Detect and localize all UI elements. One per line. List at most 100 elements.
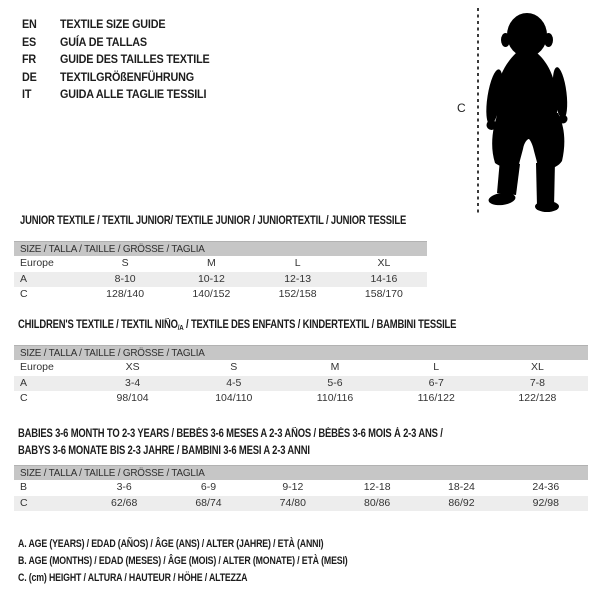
table-cell: 86/92 <box>448 496 475 509</box>
lang-code: DE <box>22 69 37 84</box>
table-row-europe: Europe S M L XL <box>14 256 427 272</box>
table-row-height: C 128/140 140/152 152/158 158/170 <box>14 287 427 303</box>
babies-heading-line2: BABYS 3-6 MONATE BIS 2-3 JAHRE / BAMBINI… <box>18 445 310 457</box>
table-cell: S <box>121 257 129 269</box>
table-cell: 14-16 <box>370 272 398 285</box>
footnote-age-months: B. AGE (MONTHS) / EDAD (MESES) / ÂGE (MO… <box>18 553 430 570</box>
table-cell: M <box>330 361 340 373</box>
row-label: Europe <box>20 361 54 373</box>
table-cell: 74/80 <box>279 496 306 509</box>
table-cell: 7-8 <box>529 376 545 389</box>
toddler-silhouette-image <box>486 13 568 212</box>
babies-heading-line1: BABIES 3-6 MONTH TO 2-3 YEARS / BEBÉS 3-… <box>18 428 443 440</box>
footnote-text: B. AGE (MONTHS) / EDAD (MESES) / ÂGE (MO… <box>18 554 348 567</box>
table-cell: L <box>294 257 301 269</box>
table-row-europe: Europe XS S M L XL <box>14 360 588 376</box>
row-label: A <box>20 272 28 285</box>
table-cell: 116/122 <box>417 392 455 404</box>
table-cell: 152/158 <box>278 288 317 300</box>
table-cell: XL <box>530 361 544 373</box>
table-cell: 92/98 <box>532 496 559 509</box>
row-label: C <box>20 392 28 404</box>
size-table-header-bar: SIZE / TALLA / TAILLE / GRÖSSE / TAGLIA <box>14 465 588 480</box>
table-cell: 12-18 <box>363 481 391 493</box>
table-cell: 158/170 <box>364 288 403 300</box>
lang-title: TEXTILGRÖßENFÜHRUNG <box>60 69 194 84</box>
table-cell: 9-12 <box>282 481 304 493</box>
babies-section-heading: BABIES 3-6 MONTH TO 2-3 YEARS / BEBÉS 3-… <box>18 426 536 460</box>
footnote-height: C. (cm) HEIGHT / ALTURA / HAUTEUR / HÖHE… <box>18 570 430 587</box>
table-cell: 62/68 <box>111 496 138 509</box>
footnote-age-years: A. AGE (YEARS) / EDAD (AÑOS) / ÂGE (ANS)… <box>18 536 430 553</box>
table-cell: 110/116 <box>316 392 354 404</box>
lang-row-es: ES GUÍA DE TALLAS <box>22 34 226 52</box>
footnote-text: A. AGE (YEARS) / EDAD (AÑOS) / ÂGE (ANS)… <box>18 538 324 550</box>
table-cell: 98/104 <box>116 392 149 404</box>
table-row-height: C 62/68 68/74 74/80 80/86 86/92 92/98 <box>14 495 588 511</box>
size-table-header-label: SIZE / TALLA / TAILLE / GRÖSSE / TAGLIA <box>20 347 205 359</box>
lang-code: IT <box>22 87 32 102</box>
row-label: C <box>20 496 28 509</box>
table-row-age-months: B 3-6 6-9 9-12 12-18 18-24 24-36 <box>14 480 588 496</box>
table-cell: XL <box>377 257 391 269</box>
table-cell: S <box>230 361 238 373</box>
table-cell: 10-12 <box>197 272 225 285</box>
lang-code: ES <box>22 34 37 49</box>
table-cell: 6-7 <box>428 376 444 389</box>
lang-title: GUIDA ALLE TAGLIE TESSILI <box>60 87 207 102</box>
table-cell: 122/128 <box>518 392 557 404</box>
junior-heading-text: JUNIOR TEXTILE / TEXTIL JUNIOR/ TEXTILE … <box>20 215 407 227</box>
language-title-block: EN TEXTILE SIZE GUIDE ES GUÍA DE TALLAS FR… <box>22 16 226 104</box>
lang-row-fr: FR GUIDE DES TAILLES TEXTILE <box>22 51 226 69</box>
lang-row-de: DE TEXTILGRÖßENFÜHRUNG <box>22 69 226 87</box>
table-cell: 80/86 <box>364 496 391 509</box>
children-heading-post: / TEXTILE DES ENFANTS / KINDERTEXTIL / B… <box>183 319 457 331</box>
row-label: Europe <box>20 257 54 269</box>
lang-code: FR <box>22 52 37 67</box>
table-cell: 12-13 <box>284 272 312 285</box>
table-cell: 140/152 <box>192 288 231 300</box>
junior-size-table: SIZE / TALLA / TAILLE / GRÖSSE / TAGLIA … <box>14 241 427 303</box>
table-row-age: A 8-10 10-12 12-13 14-16 <box>14 271 427 287</box>
table-cell: 8-10 <box>114 272 136 285</box>
children-heading-pre: CHILDREN'S TEXTILE / TEXTIL NIÑO <box>18 319 178 331</box>
table-cell: 18-24 <box>448 481 475 493</box>
junior-section-heading: JUNIOR TEXTILE / TEXTIL JUNIOR/ TEXTILE … <box>20 215 491 228</box>
size-table-header-bar: SIZE / TALLA / TAILLE / GRÖSSE / TAGLIA <box>14 241 427 256</box>
children-heading-text: CHILDREN'S TEXTILE / TEXTIL NIÑO/A / TEX… <box>18 319 456 332</box>
table-cell: 24-36 <box>532 481 560 493</box>
size-table-header-bar: SIZE / TALLA / TAILLE / GRÖSSE / TAGLIA <box>14 345 588 360</box>
babies-size-table: SIZE / TALLA / TAILLE / GRÖSSE / TAGLIA … <box>14 465 588 511</box>
table-cell: 3-4 <box>125 376 141 389</box>
children-section-heading: CHILDREN'S TEXTILE / TEXTIL NIÑO/A / TEX… <box>18 319 552 332</box>
lang-title: GUÍA DE TALLAS <box>60 34 147 49</box>
table-cell: 6-9 <box>200 481 217 493</box>
lang-code: EN <box>22 17 37 31</box>
children-size-table: SIZE / TALLA / TAILLE / GRÖSSE / TAGLIA … <box>14 345 588 407</box>
table-row-height: C 98/104 104/110 110/116 116/122 122/128 <box>14 391 588 407</box>
lang-row-en: EN TEXTILE SIZE GUIDE <box>22 16 226 34</box>
table-cell: L <box>433 361 440 373</box>
row-label: B <box>20 481 28 493</box>
table-cell: 104/110 <box>215 392 253 404</box>
table-cell: 128/140 <box>106 288 145 300</box>
footnote-block: A. AGE (YEARS) / EDAD (AÑOS) / ÂGE (ANS)… <box>18 536 430 586</box>
size-table-header-label: SIZE / TALLA / TAILLE / GRÖSSE / TAGLIA <box>20 243 205 255</box>
row-label: C <box>20 288 28 300</box>
table-row-age: A 3-4 4-5 5-6 6-7 7-8 <box>14 375 588 391</box>
table-cell: 3-6 <box>116 481 132 493</box>
size-table-header-label: SIZE / TALLA / TAILLE / GRÖSSE / TAGLIA <box>20 467 205 479</box>
table-cell: M <box>207 257 216 269</box>
table-cell: 68/74 <box>195 496 222 509</box>
lang-title: GUIDE DES TAILLES TEXTILE <box>60 52 210 67</box>
row-label: A <box>20 376 28 389</box>
lang-row-it: IT GUIDA ALLE TAGLIE TESSILI <box>22 86 226 104</box>
children-heading-subscript: /A <box>177 323 184 332</box>
lang-title: TEXTILE SIZE GUIDE <box>60 17 166 31</box>
table-cell: XS <box>125 361 140 373</box>
height-measure-dotted-line <box>477 8 479 214</box>
table-cell: 4-5 <box>226 376 242 389</box>
height-marker-label: C <box>457 101 466 115</box>
footnote-text: C. (cm) HEIGHT / ALTURA / HAUTEUR / HÖHE… <box>18 571 248 584</box>
table-cell: 5-6 <box>327 376 343 389</box>
